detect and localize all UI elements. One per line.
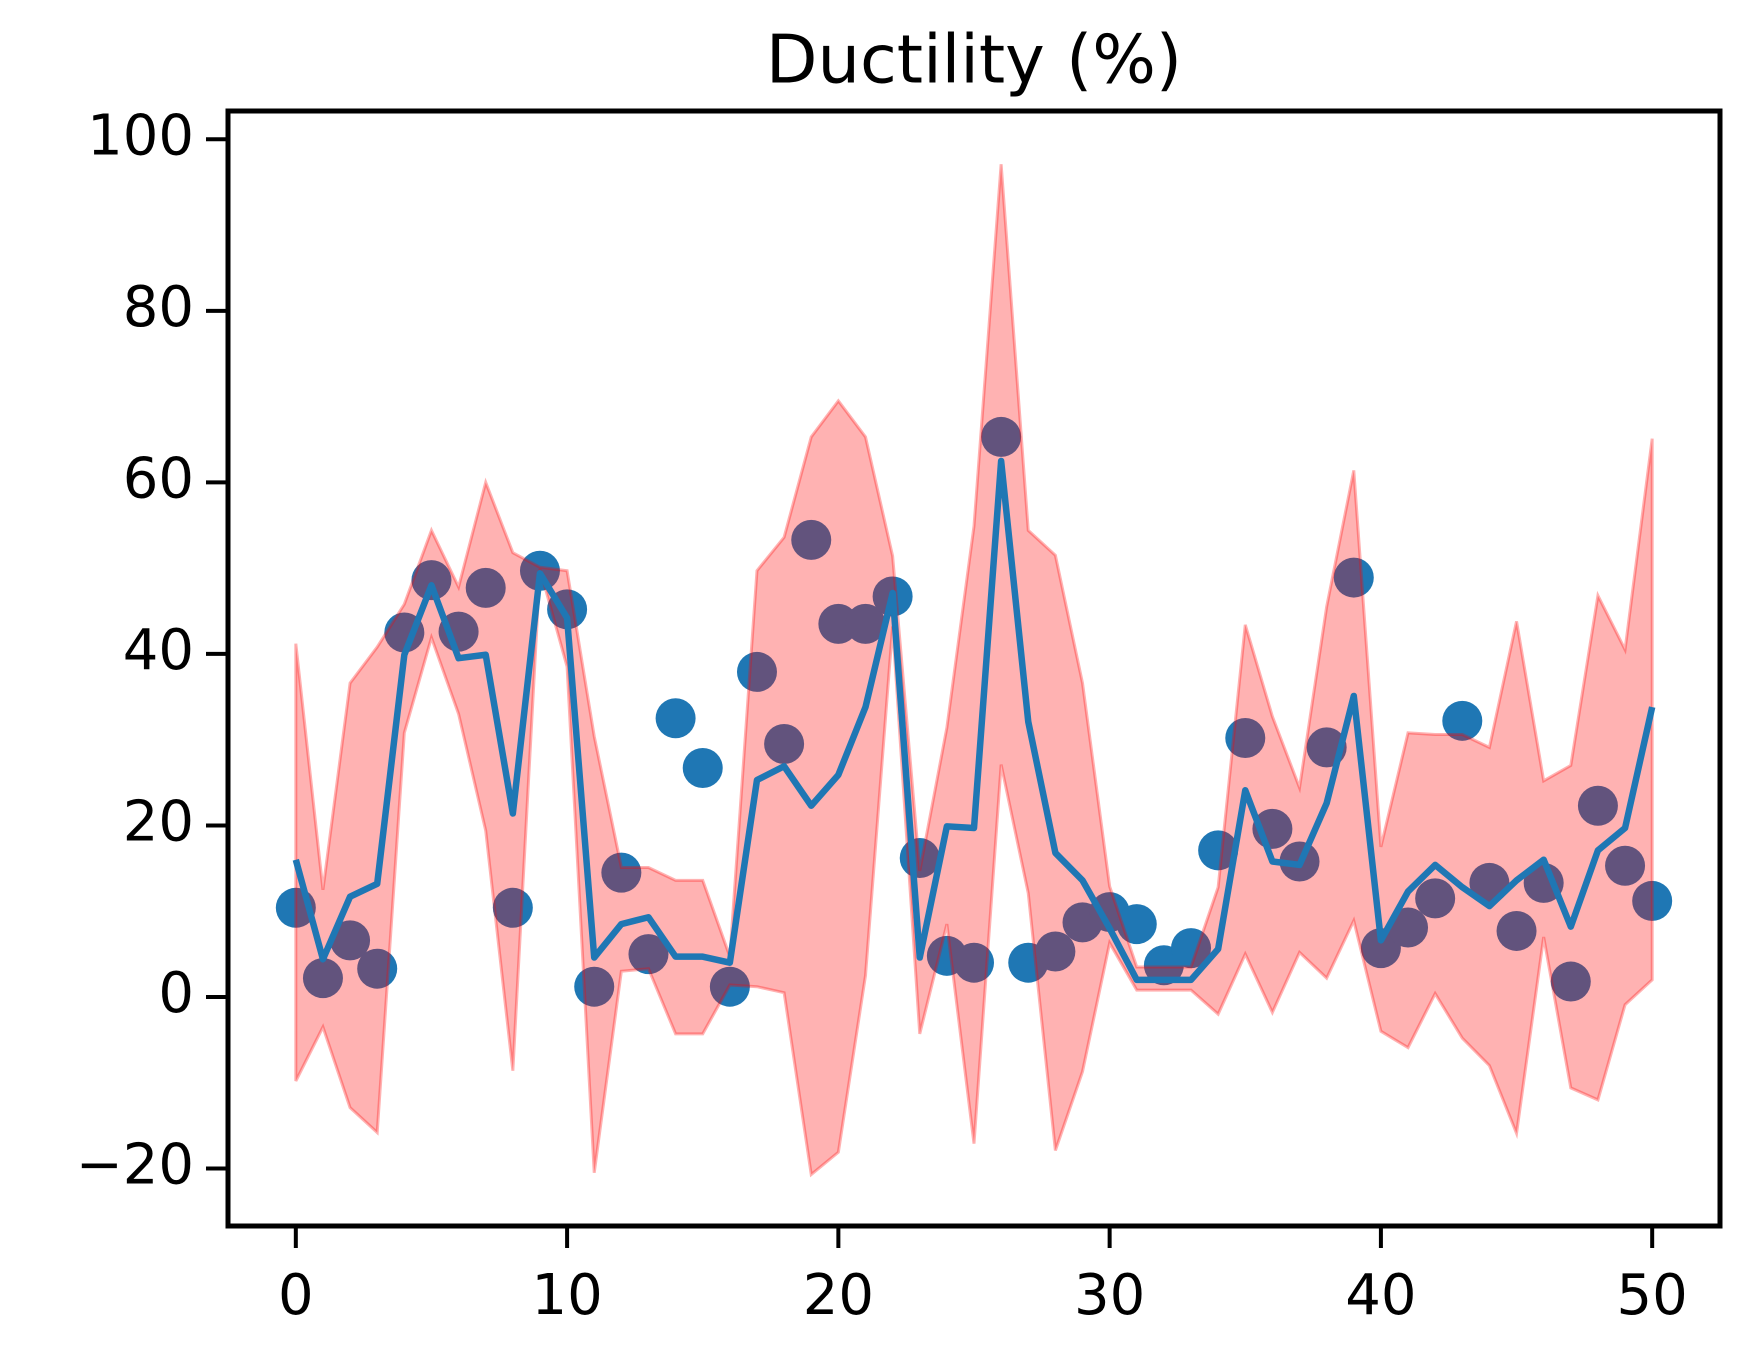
scatter-point: [1035, 931, 1076, 972]
scatter-point: [1225, 717, 1266, 758]
scatter-point: [1605, 845, 1646, 886]
scatter-point: [628, 934, 669, 975]
scatter-point: [845, 603, 886, 644]
y-tick-label: 60: [123, 447, 194, 512]
y-tick-label: 0: [158, 961, 194, 1026]
y-tick-label: 100: [87, 103, 194, 168]
scatter-point: [682, 747, 723, 788]
scatter-point: [655, 698, 696, 739]
scatter-point: [954, 942, 994, 983]
scatter-point: [1632, 880, 1673, 921]
scatter-point: [302, 958, 343, 999]
scatter-point: [330, 920, 371, 961]
y-tick-label: 20: [123, 790, 194, 855]
confidence-band: [294, 164, 1654, 1178]
scatter-point: [601, 852, 642, 893]
scatter-point: [1550, 961, 1591, 1002]
scatter-point: [1415, 878, 1456, 919]
chart-title: Ductility (%): [766, 21, 1182, 99]
scatter-point: [709, 966, 750, 1007]
scatter-point: [981, 416, 1022, 457]
scatter-point: [1360, 928, 1401, 969]
scatter-point: [574, 966, 615, 1007]
scatter-point: [1577, 785, 1618, 826]
x-tick-label: 40: [1345, 1263, 1416, 1328]
scatter-point: [1116, 904, 1157, 945]
scatter-point: [764, 723, 805, 764]
x-tick-label: 10: [531, 1263, 602, 1328]
plot-frame: [225, 108, 1723, 1229]
x-tick-label: 0: [278, 1263, 314, 1328]
x-tick-label: 30: [1074, 1263, 1145, 1328]
x-tick-label: 20: [803, 1263, 874, 1328]
line: [292, 457, 1656, 984]
scatter-point: [1198, 830, 1239, 871]
y-tick-label: 80: [123, 275, 194, 340]
scatter-point: [357, 948, 398, 989]
scatter-point: [438, 611, 479, 652]
scatter-point: [1442, 700, 1483, 741]
scatter-point: [736, 651, 777, 692]
y-tick-label: 40: [123, 618, 194, 683]
scatter-point: [1333, 557, 1374, 598]
y-tick-label: −20: [76, 1133, 194, 1198]
scatter-point: [1171, 928, 1212, 969]
scatter-point: [1496, 910, 1537, 951]
scatter-point: [1388, 907, 1429, 948]
scatter-point: [465, 567, 506, 608]
scatter-point: [492, 887, 533, 928]
x-tick-label: 50: [1617, 1263, 1688, 1328]
scatter-point: [411, 560, 452, 601]
scatter-point: [791, 519, 832, 560]
